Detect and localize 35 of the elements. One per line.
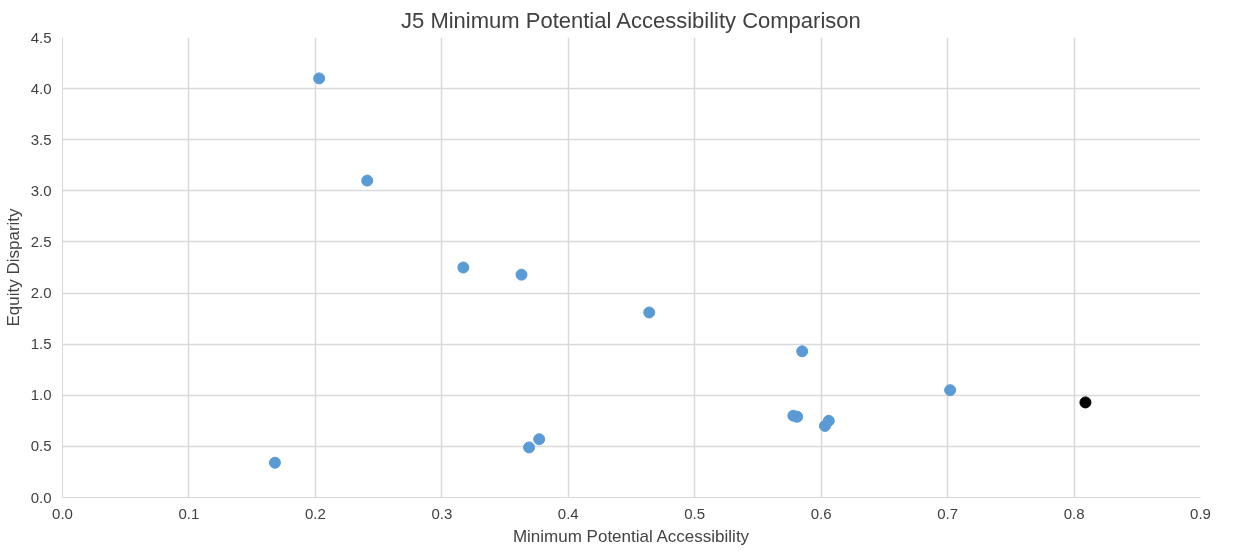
- x-tick-label: 0.6: [810, 504, 832, 522]
- point: [1079, 396, 1092, 409]
- x-tick-label: 0.1: [178, 504, 200, 522]
- y-tick-label: 4.0: [30, 79, 52, 97]
- x-tick-label: 0.4: [557, 504, 579, 522]
- y-tick-label: 2.5: [30, 232, 52, 250]
- y-tick-label: 2.0: [30, 284, 52, 302]
- point: [523, 441, 536, 454]
- point: [822, 414, 835, 427]
- point: [457, 261, 470, 274]
- x-tick-label: 0.2: [304, 504, 326, 522]
- y-tick-label: 3.0: [30, 181, 52, 199]
- point: [796, 345, 809, 358]
- y-tick-label: 3.5: [30, 130, 52, 148]
- y-tick-label: 1.5: [30, 335, 52, 353]
- point: [313, 72, 326, 85]
- y-axis-title: Equity Disparity: [3, 207, 23, 327]
- y-tick-label: 1.0: [30, 386, 52, 404]
- x-tick-label: 0.8: [1063, 504, 1085, 522]
- x-tick-label: 0.7: [937, 504, 959, 522]
- x-tick-label: 0.5: [684, 504, 706, 522]
- x-tick-label: 0.9: [1190, 504, 1211, 522]
- x-tick-label: 0.3: [431, 504, 453, 522]
- point: [268, 456, 281, 469]
- point: [361, 174, 374, 187]
- x-tick-label: 0.0: [52, 504, 73, 522]
- chart-title: J5 Minimum Potential Accessibility Comparison: [401, 7, 861, 33]
- point: [643, 306, 656, 319]
- point: [533, 433, 546, 446]
- x-axis-title: Minimum Potential Accessibility: [512, 526, 750, 546]
- point: [515, 268, 528, 281]
- y-tick-label: 0.0: [30, 488, 52, 506]
- y-tick-label: 0.5: [30, 437, 52, 455]
- point: [944, 384, 957, 397]
- y-tick-label: 4.5: [30, 28, 52, 46]
